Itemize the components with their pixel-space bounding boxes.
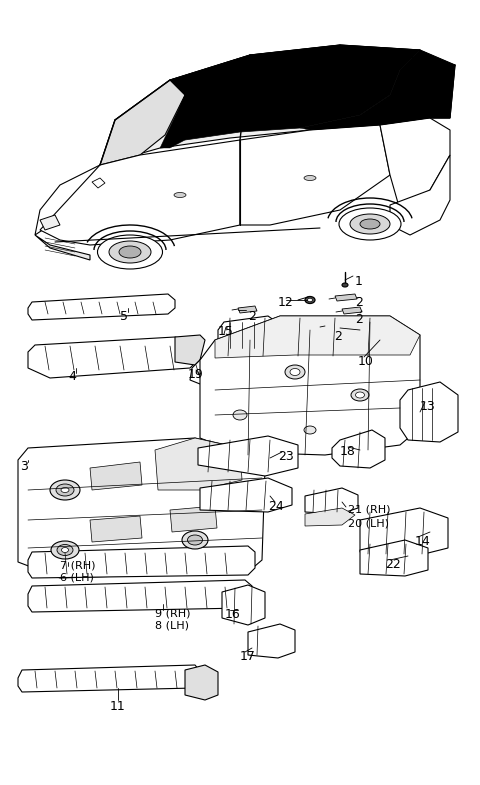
Polygon shape	[28, 294, 175, 320]
Text: 8 (LH): 8 (LH)	[155, 621, 189, 631]
Polygon shape	[200, 478, 292, 512]
Polygon shape	[248, 624, 295, 658]
Ellipse shape	[304, 176, 316, 181]
Polygon shape	[380, 118, 450, 210]
Polygon shape	[215, 316, 420, 358]
Text: 19: 19	[188, 368, 204, 381]
Ellipse shape	[174, 192, 186, 198]
Polygon shape	[360, 540, 428, 576]
Text: 11: 11	[110, 700, 126, 713]
Polygon shape	[325, 322, 340, 330]
Polygon shape	[300, 50, 455, 130]
Ellipse shape	[304, 426, 316, 434]
Ellipse shape	[356, 392, 364, 398]
Ellipse shape	[308, 298, 312, 301]
Polygon shape	[35, 155, 145, 235]
Text: 2: 2	[248, 310, 256, 323]
Polygon shape	[222, 585, 265, 625]
Ellipse shape	[351, 389, 369, 401]
Ellipse shape	[182, 531, 208, 549]
Text: 10: 10	[358, 355, 374, 368]
Polygon shape	[28, 546, 255, 578]
Text: 17: 17	[240, 650, 256, 663]
Text: 24: 24	[268, 500, 284, 513]
Ellipse shape	[51, 541, 79, 559]
Ellipse shape	[50, 480, 80, 500]
Text: 7 (RH): 7 (RH)	[60, 560, 96, 570]
Polygon shape	[92, 178, 105, 188]
Polygon shape	[100, 80, 185, 165]
Polygon shape	[360, 508, 448, 555]
Polygon shape	[238, 306, 257, 313]
Polygon shape	[170, 45, 420, 140]
Polygon shape	[18, 438, 265, 578]
Polygon shape	[100, 45, 455, 165]
Text: 2: 2	[355, 296, 363, 309]
Polygon shape	[90, 516, 142, 542]
Ellipse shape	[61, 547, 69, 553]
Ellipse shape	[342, 283, 348, 287]
Polygon shape	[90, 462, 142, 490]
Polygon shape	[175, 335, 205, 365]
Ellipse shape	[188, 535, 203, 545]
Text: 2: 2	[334, 330, 342, 343]
Polygon shape	[170, 506, 217, 532]
Polygon shape	[198, 436, 298, 476]
Polygon shape	[185, 665, 218, 700]
Polygon shape	[305, 488, 358, 514]
Polygon shape	[40, 215, 60, 230]
Text: 18: 18	[340, 445, 356, 458]
Polygon shape	[342, 307, 362, 314]
Polygon shape	[332, 430, 385, 468]
Polygon shape	[200, 316, 420, 455]
Polygon shape	[40, 140, 240, 245]
Polygon shape	[160, 95, 185, 148]
Text: 14: 14	[415, 535, 431, 548]
Polygon shape	[190, 358, 212, 384]
Ellipse shape	[350, 214, 390, 234]
Ellipse shape	[57, 545, 73, 556]
Text: 1: 1	[355, 275, 363, 288]
Text: 16: 16	[225, 608, 241, 621]
Polygon shape	[218, 316, 278, 348]
Text: 6 (LH): 6 (LH)	[60, 573, 94, 583]
Polygon shape	[400, 50, 455, 118]
Ellipse shape	[233, 410, 247, 420]
Polygon shape	[400, 382, 458, 442]
Text: 15: 15	[218, 325, 234, 338]
Polygon shape	[155, 438, 242, 490]
Text: 21 (RH): 21 (RH)	[348, 505, 391, 515]
Text: 20 (LH): 20 (LH)	[348, 518, 389, 528]
Ellipse shape	[97, 235, 163, 269]
Ellipse shape	[339, 208, 401, 240]
Text: 9 (RH): 9 (RH)	[155, 608, 191, 618]
Polygon shape	[335, 294, 357, 301]
Ellipse shape	[61, 487, 69, 492]
Polygon shape	[240, 125, 390, 225]
Ellipse shape	[285, 365, 305, 379]
Text: 3: 3	[20, 460, 28, 473]
Polygon shape	[305, 508, 355, 526]
Text: 4: 4	[68, 370, 76, 383]
Ellipse shape	[119, 246, 141, 258]
Ellipse shape	[109, 241, 151, 263]
Text: 2: 2	[355, 313, 363, 326]
Ellipse shape	[290, 368, 300, 375]
Text: 22: 22	[385, 558, 401, 571]
Ellipse shape	[360, 219, 380, 229]
Polygon shape	[28, 337, 198, 378]
Ellipse shape	[56, 484, 74, 496]
Text: 12: 12	[278, 296, 294, 309]
Polygon shape	[35, 235, 90, 260]
Polygon shape	[18, 665, 200, 692]
Polygon shape	[390, 155, 450, 235]
Text: 13: 13	[420, 400, 436, 413]
Ellipse shape	[305, 297, 315, 304]
Text: 23: 23	[278, 450, 294, 463]
Text: 5: 5	[120, 310, 128, 323]
Polygon shape	[28, 580, 252, 612]
